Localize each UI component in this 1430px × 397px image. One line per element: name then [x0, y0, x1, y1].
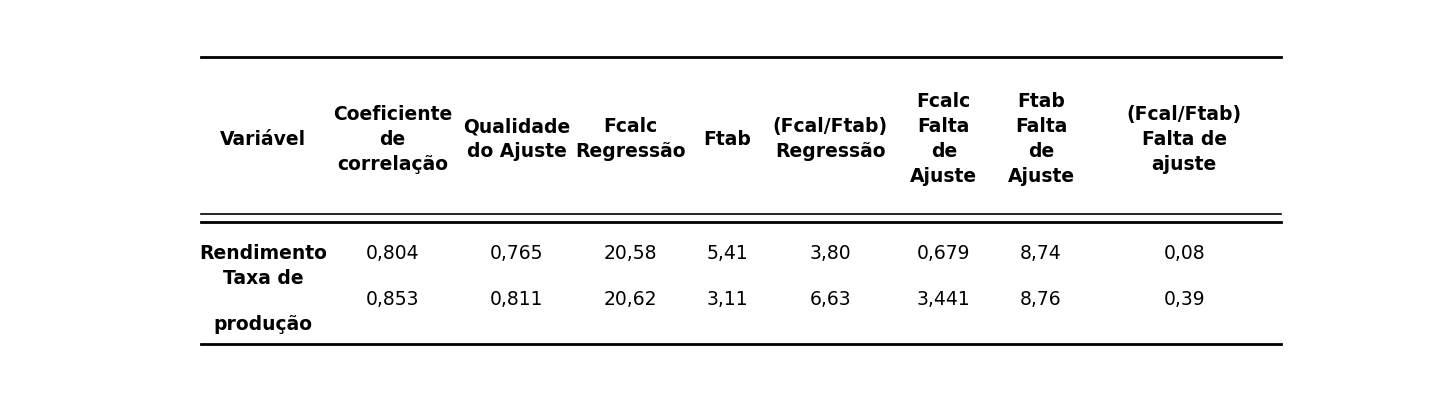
Text: 3,80: 3,80 [809, 245, 851, 264]
Text: 8,74: 8,74 [1020, 245, 1062, 264]
Text: 20,62: 20,62 [603, 290, 658, 309]
Text: Fcalc
Regressão: Fcalc Regressão [575, 118, 685, 161]
Text: 0,765: 0,765 [490, 245, 543, 264]
Text: 5,41: 5,41 [706, 245, 748, 264]
Text: Coeficiente
de
correlação: Coeficiente de correlação [333, 105, 452, 174]
Text: 0,811: 0,811 [490, 290, 543, 309]
Text: 6,63: 6,63 [809, 290, 851, 309]
Text: 3,11: 3,11 [706, 290, 748, 309]
Text: (Fcal/Ftab)
Falta de
ajuste: (Fcal/Ftab) Falta de ajuste [1127, 105, 1241, 174]
Text: Qualidade
do Ajuste: Qualidade do Ajuste [463, 118, 571, 161]
Text: Ftab: Ftab [704, 130, 752, 149]
Text: 3,441: 3,441 [917, 290, 971, 309]
Text: Taxa de: Taxa de [223, 269, 303, 288]
Text: (Fcal/Ftab)
Regressão: (Fcal/Ftab) Regressão [772, 118, 888, 161]
Text: Rendimento: Rendimento [199, 245, 327, 264]
Text: Fcalc
Falta
de
Ajuste: Fcalc Falta de Ajuste [911, 93, 977, 186]
Text: 8,76: 8,76 [1020, 290, 1062, 309]
Text: 0,804: 0,804 [366, 245, 419, 264]
Text: 0,08: 0,08 [1164, 245, 1205, 264]
Text: 0,853: 0,853 [366, 290, 419, 309]
Text: 20,58: 20,58 [603, 245, 658, 264]
Text: Ftab
Falta
de
Ajuste: Ftab Falta de Ajuste [1008, 93, 1074, 186]
Text: Variável: Variável [220, 130, 306, 149]
Text: produção: produção [213, 315, 313, 334]
Text: 0,39: 0,39 [1164, 290, 1205, 309]
Text: 0,679: 0,679 [917, 245, 971, 264]
